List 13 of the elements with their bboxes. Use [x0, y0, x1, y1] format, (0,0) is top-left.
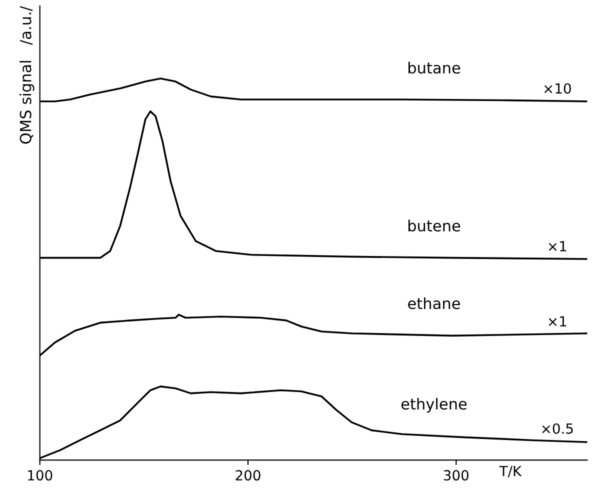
x-tick-label: 300: [444, 470, 468, 481]
series-label: ethane: [408, 297, 460, 310]
x-axis-title: T/K: [499, 466, 522, 478]
annotation: ×10: [544, 83, 571, 94]
x-tick-label: 100: [28, 470, 52, 481]
series-label: butene: [408, 220, 460, 232]
annotation: ×1: [548, 241, 566, 252]
y-axis-title: QMS signal /a.u./: [20, 6, 34, 144]
series-label: ethylene: [401, 398, 467, 413]
series-label: butane: [408, 62, 460, 74]
annotation: ×1: [548, 316, 566, 326]
annotation: ×0.5: [542, 423, 573, 434]
x-tick-label: 200: [236, 470, 260, 481]
